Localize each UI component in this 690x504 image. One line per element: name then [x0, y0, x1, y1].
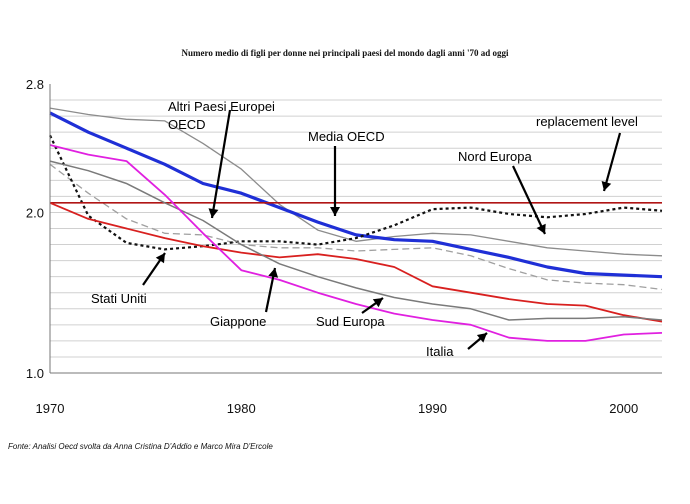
series-line-italia — [49, 144, 663, 342]
series-line-altri-paesi-europei-oecd — [49, 107, 663, 257]
annotation-arrow-shaft — [512, 165, 546, 235]
x-tick-label: 1970 — [36, 401, 65, 416]
annotation-label: Media OECD — [308, 129, 385, 144]
y-tick-label: 1.0 — [26, 366, 44, 381]
annotation-label: Nord Europa — [458, 149, 532, 164]
annotation-label: Italia — [426, 344, 454, 359]
annotation-arrow-head — [536, 223, 546, 234]
annotation-line: Stati Uniti — [91, 291, 147, 306]
axes — [49, 84, 662, 374]
series-line-stati-uniti — [49, 134, 663, 251]
series-line-sud-europa — [49, 160, 663, 321]
series-line-giappone — [49, 201, 663, 323]
annotation-arrow-head — [601, 181, 612, 191]
annotation-label: Stati Uniti — [91, 291, 147, 306]
annotation-label: Sud Europa — [316, 314, 385, 329]
x-tick-label: 2000 — [609, 401, 638, 416]
annotation-line: Giappone — [210, 314, 266, 329]
annotation-label: Altri Paesi Europei OECD — [168, 99, 275, 132]
annotation-arrow-head — [476, 333, 487, 343]
annotation-line: replacement level — [536, 114, 638, 129]
annotation-label: Giappone — [210, 314, 266, 329]
annotation-line: Altri Paesi Europei — [168, 99, 275, 114]
chart-title: Numero medio di figli per donne nei prin… — [182, 48, 509, 58]
annotation-arrow-head — [372, 298, 383, 308]
series-line-nord-europa — [49, 163, 663, 291]
series-line-media-oecd — [49, 111, 663, 279]
annotation-line: Sud Europa — [316, 314, 385, 329]
annotation-arrow-head — [155, 253, 165, 264]
y-tick-label: 2.8 — [26, 77, 44, 92]
annotation-arrow-shaft — [602, 132, 622, 192]
source-note: Fonte: Analisi Oecd svolta da Anna Crist… — [8, 442, 273, 451]
annotation-line: Media OECD — [308, 129, 385, 144]
x-tick-label: 1980 — [227, 401, 256, 416]
series-group — [49, 107, 663, 342]
annotation-arrow-head — [268, 268, 279, 278]
annotation-line: Nord Europa — [458, 149, 532, 164]
y-tick-label: 2.0 — [26, 205, 44, 220]
annotation-arrow-head — [330, 207, 340, 216]
annotation-label: replacement level — [536, 114, 638, 129]
annotation-line: Italia — [426, 344, 454, 359]
annotation-arrow-head — [208, 208, 219, 218]
x-tick-label: 1990 — [418, 401, 447, 416]
annotation-arrow-shaft — [210, 109, 232, 219]
annotations: Altri Paesi Europei OECD Media OECD replace… — [91, 99, 638, 359]
tick-labels: 1970 1980 1990 2000 1.0 2.0 2.8 — [26, 77, 638, 416]
annotation-line: OECD — [168, 117, 206, 132]
